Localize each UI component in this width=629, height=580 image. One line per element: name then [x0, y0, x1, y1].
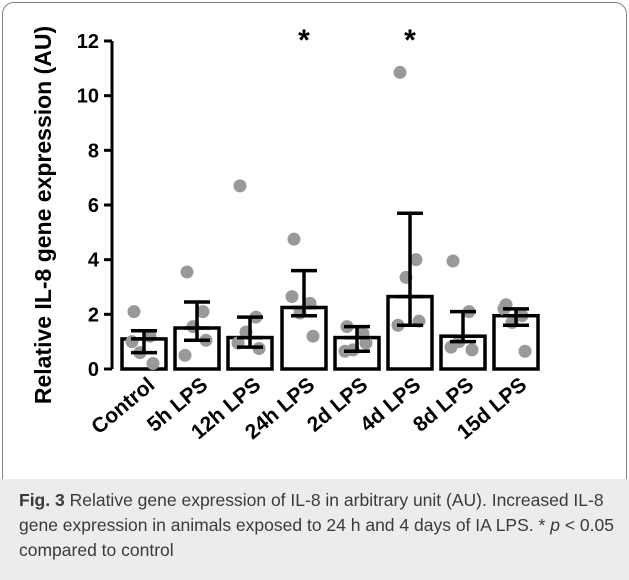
- y-tick-label: 10: [77, 86, 99, 108]
- error-bars: [131, 211, 529, 355]
- significance-star: *: [404, 24, 416, 57]
- data-point: [393, 65, 407, 79]
- data-point: [444, 340, 458, 354]
- data-point: [287, 232, 301, 246]
- data-point: [359, 336, 373, 350]
- x-tick-label: Control: [87, 373, 159, 439]
- data-point: [518, 344, 532, 358]
- data-point: [465, 343, 479, 357]
- data-point: [125, 335, 139, 349]
- data-point: [233, 179, 247, 193]
- y-axis-label: Relative IL-8 gene expression (AU): [30, 26, 56, 404]
- caption-text: Relative gene expression of IL-8 in arbi…: [19, 490, 604, 535]
- data-point: [285, 290, 299, 304]
- data-point: [146, 357, 160, 371]
- significance-markers: * *: [298, 24, 416, 57]
- caption-tail: < 0.05 compared to control: [19, 515, 614, 560]
- data-point: [409, 253, 423, 267]
- caption-p-symbol: p: [550, 515, 560, 535]
- caption-label: Fig. 3: [19, 490, 65, 510]
- data-point: [446, 254, 460, 268]
- y-tick-label: 4: [88, 250, 100, 272]
- y-tick-label: 0: [88, 359, 99, 381]
- data-point: [196, 305, 210, 319]
- data-point: [127, 305, 141, 319]
- data-point: [180, 265, 194, 279]
- bar: [492, 313, 540, 371]
- y-axis: 0 2 4 6 8 10 12: [77, 31, 114, 381]
- y-tick-label: 8: [88, 140, 99, 162]
- significance-star: *: [298, 24, 310, 57]
- y-tick-label: 6: [88, 195, 99, 217]
- data-points: [125, 65, 532, 371]
- data-point: [178, 348, 192, 362]
- data-point: [306, 329, 320, 343]
- y-tick-label: 12: [77, 31, 99, 53]
- y-tick-label: 2: [88, 304, 99, 326]
- figure-caption: Fig. 3 Relative gene expression of IL-8 …: [0, 479, 629, 580]
